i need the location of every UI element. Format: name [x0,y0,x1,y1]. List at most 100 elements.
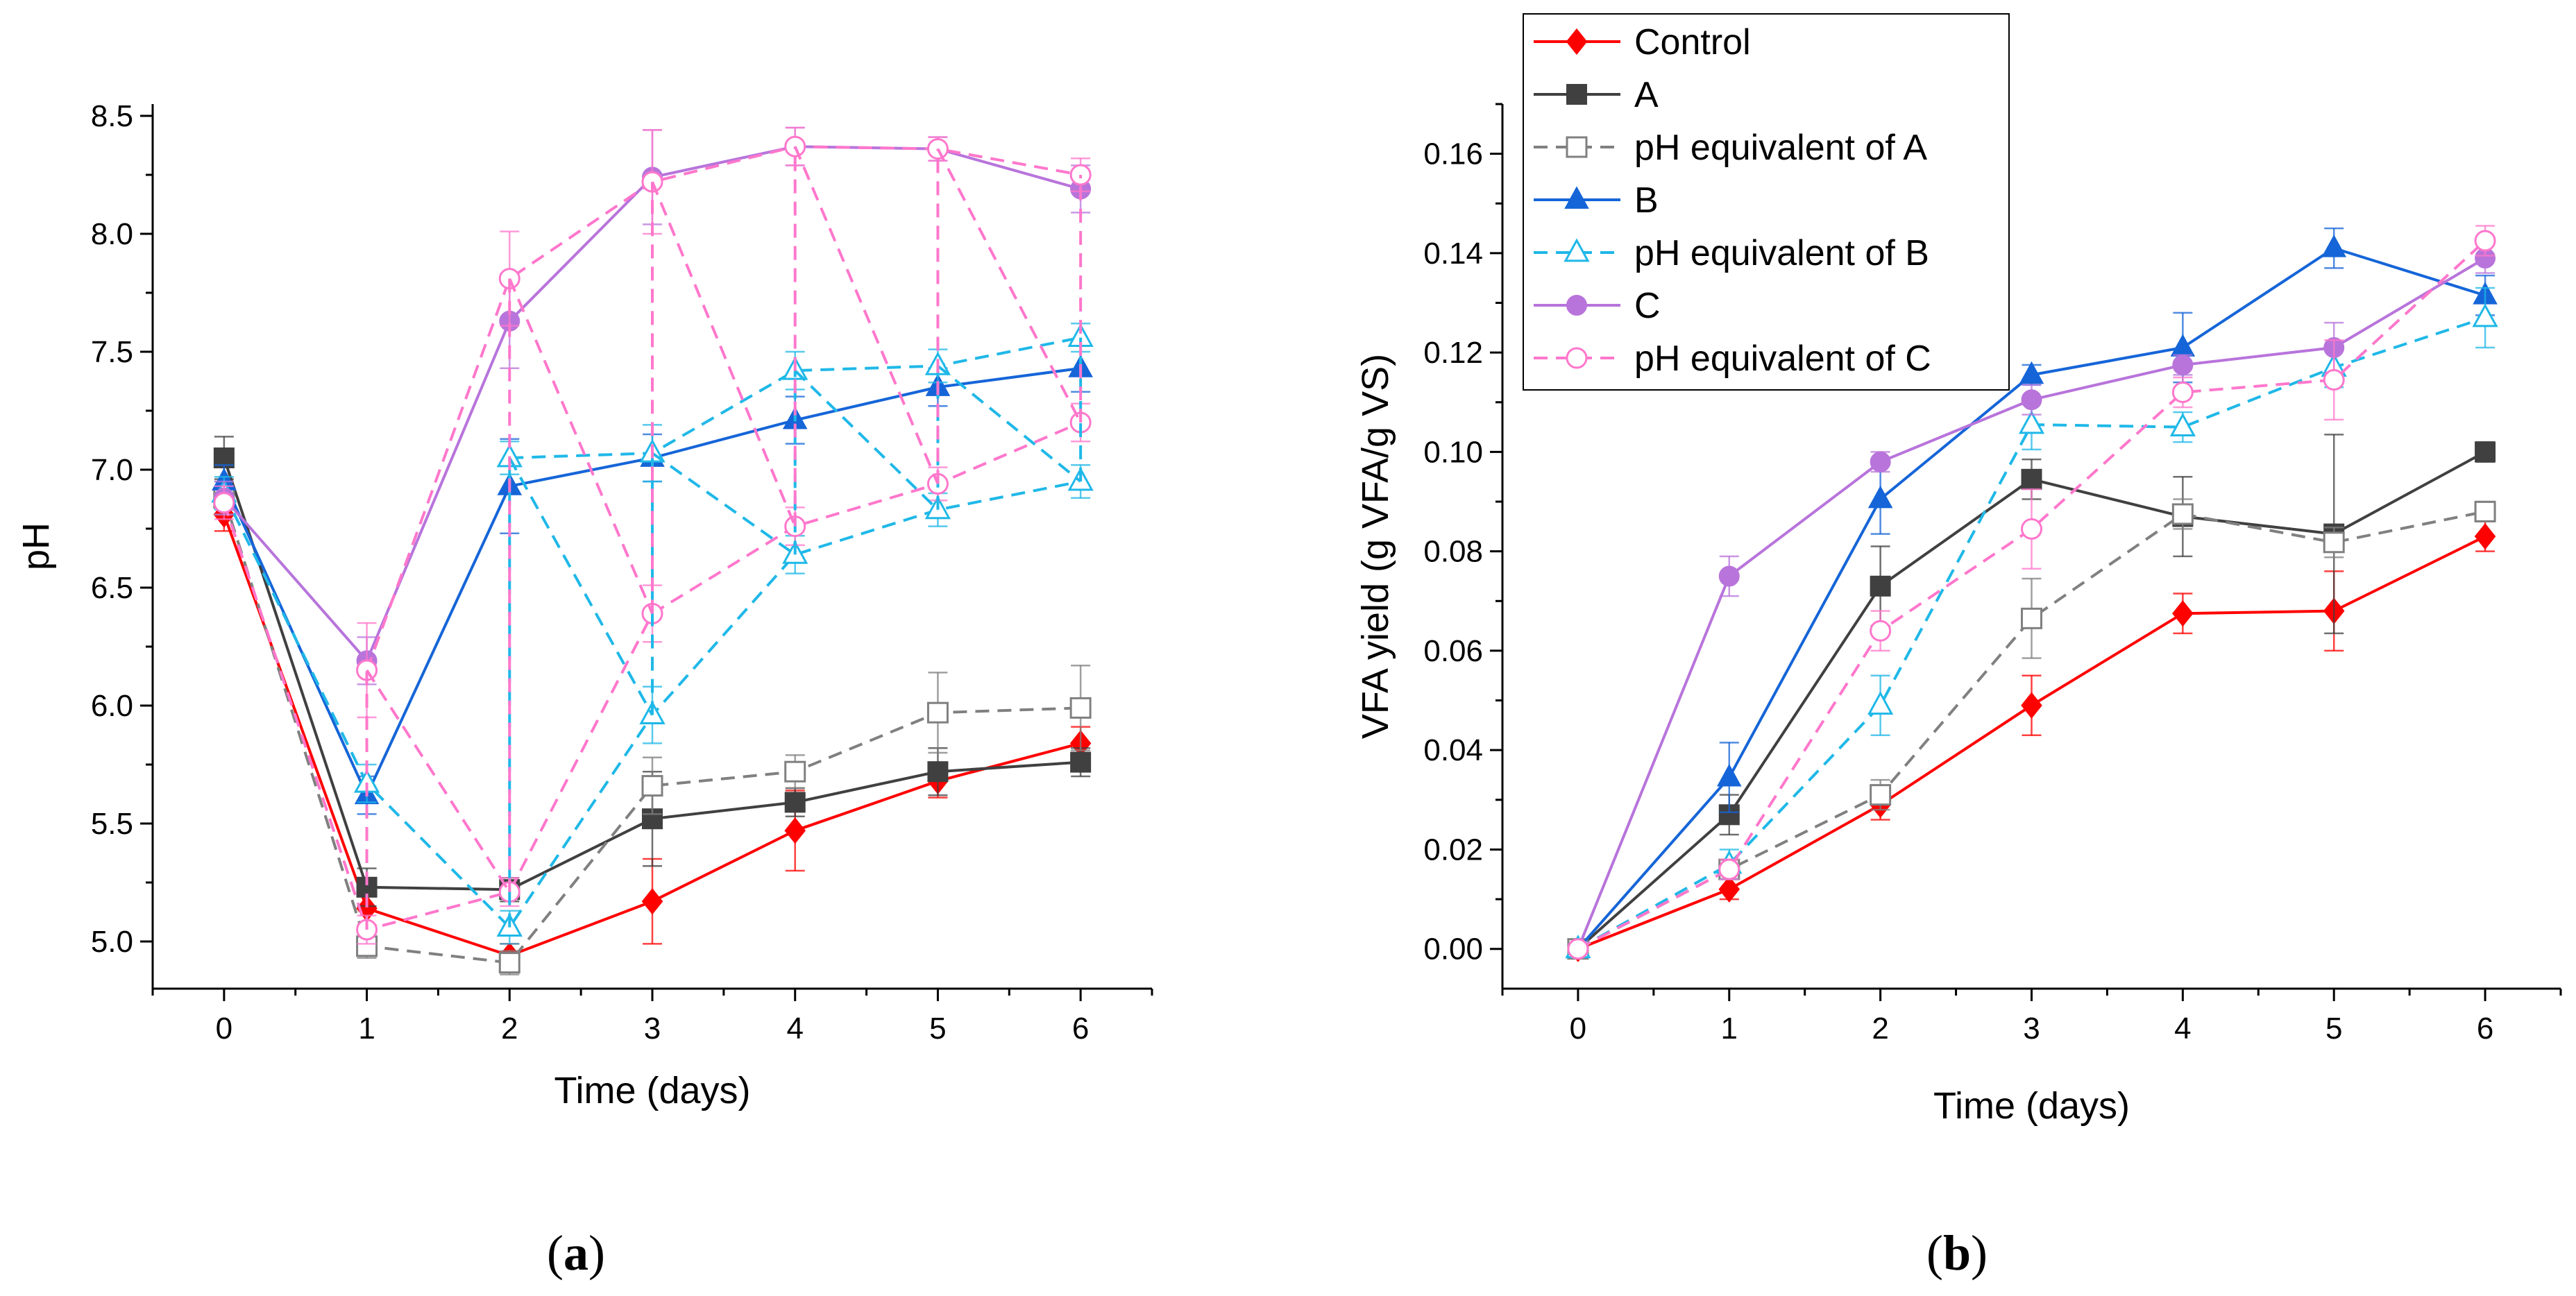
series-line [509,336,1081,459]
data-point [1867,485,1893,509]
y-tick-label: 8.5 [91,99,133,133]
legend-box [1523,13,2010,391]
x-tick-label: 1 [1721,1012,1738,1046]
jump-connector [651,181,797,527]
data-point [926,701,949,724]
data-point [1718,565,1740,587]
jump-connector [508,457,654,716]
legend-item: pH equivalent of A [1534,128,1927,168]
y-tick-label: 0.16 [1423,137,1483,171]
x-tick-label: 5 [2325,1012,2342,1046]
panel-a-letter: a [564,1225,588,1281]
panel-b-axes: 0 1 2 3 4 5 6 0.00 0.02 0.04 0.06 0.08 0.10 0.12 0.14 0… [1423,103,2562,1046]
x-tick-label: 2 [1872,1012,1888,1046]
data-point [2021,692,2042,719]
panel-b-letter: b [1943,1225,1971,1281]
legend-item: B [1534,180,1659,221]
legend-item: Control [1534,22,1751,62]
y-tick-label: 0.08 [1423,535,1483,569]
data-point [1069,697,1092,719]
data-point [213,492,235,514]
y-tick-label: 5.5 [91,807,133,841]
data-point [2171,503,2194,525]
y-tick-label: 0.02 [1423,833,1483,867]
data-point [1716,763,1742,787]
data-point [927,761,949,783]
jump-connector [651,452,796,556]
x-tick-label: 6 [2477,1012,2493,1046]
data-point [1870,784,1892,806]
data-point [2475,441,2496,463]
y-tick-label: 8.0 [91,217,133,251]
legend-item: pH equivalent of C [1534,339,1931,379]
x-tick-label: 4 [786,1012,803,1046]
legend-label: Control [1634,22,1751,62]
data-point [2021,468,2042,490]
y-tick-label: 0.12 [1423,336,1483,370]
x-tick-label: 2 [501,1012,518,1046]
y-tick-label: 6.5 [91,571,133,605]
y-tick-label: 5.0 [91,925,133,959]
legend-marker-swatch [1566,295,1587,316]
legend-marker-swatch [1566,347,1588,369]
y-tick-label: 7.5 [91,335,133,369]
legend: Control ApH equivalent of A BpH equivalent… [1523,13,2010,391]
data-point [2474,500,2496,522]
legend-marker-swatch [1564,186,1589,209]
panel-b-label: (b) [1926,1225,1988,1281]
chart-panel-a: 0 1 2 3 4 5 6 5.0 5.5 6.0 6.5 7.0 7.5 8.0 8.5 Time (da… [15,99,1153,1281]
x-tick-label: 0 [1570,1012,1586,1046]
jump-connector [936,148,1082,423]
panel-a-x-axis-title: Time (days) [554,1070,750,1111]
data-point [1070,751,1092,773]
legend-item: C [1534,286,1661,326]
panel-b-y-axis-title: VFA yield (g VFA/g VS) [1355,354,1396,739]
y-tick-label: 0.00 [1423,932,1483,966]
x-tick-label: 0 [216,1012,232,1046]
data-point [1867,691,1894,715]
legend-marker-swatch [1566,136,1588,158]
panel-b-series [1565,225,2498,962]
series-ph-equivalent-of-a [213,480,1092,975]
data-point [1718,876,1740,903]
y-tick-label: 0.04 [1423,733,1483,767]
panel-a-y-axis-title: pH [15,522,57,570]
legend-marker-swatch [1566,84,1587,105]
data-point [641,888,663,915]
y-tick-label: 0.14 [1423,237,1483,271]
data-point [2169,412,2196,436]
data-point [2323,369,2345,391]
legend-label: pH equivalent of C [1634,339,1931,379]
y-tick-label: 6.0 [91,689,133,723]
series-ph-equivalent-of-c [1567,225,2496,960]
x-tick-label: 4 [2174,1012,2191,1046]
data-point [784,760,806,783]
jump-connector [794,369,939,511]
data-point [2474,230,2496,252]
data-point [2323,531,2345,554]
data-point [2019,361,2044,384]
x-tick-label: 5 [929,1012,946,1046]
panel-b-x-axis-title: Time (days) [1933,1085,2130,1127]
data-point [784,817,806,844]
data-point [498,952,520,974]
legend-label: pH equivalent of B [1634,233,1929,273]
legend-label: B [1634,180,1659,221]
jump-connector [508,278,654,615]
data-point [1870,620,1892,642]
data-point [1870,451,1891,472]
data-point [2474,523,2496,550]
jump-connector [365,669,511,893]
legend-label: A [1634,75,1659,115]
data-point [2172,355,2194,376]
data-point [2321,235,2347,257]
legend-item: A [1534,75,1659,115]
y-tick-label: 0.06 [1423,634,1483,668]
data-point [2021,518,2042,540]
data-point [2021,389,2042,411]
data-point [2171,381,2194,403]
x-tick-label: 1 [358,1012,375,1046]
data-point [641,775,663,797]
jump-connector [793,146,940,485]
